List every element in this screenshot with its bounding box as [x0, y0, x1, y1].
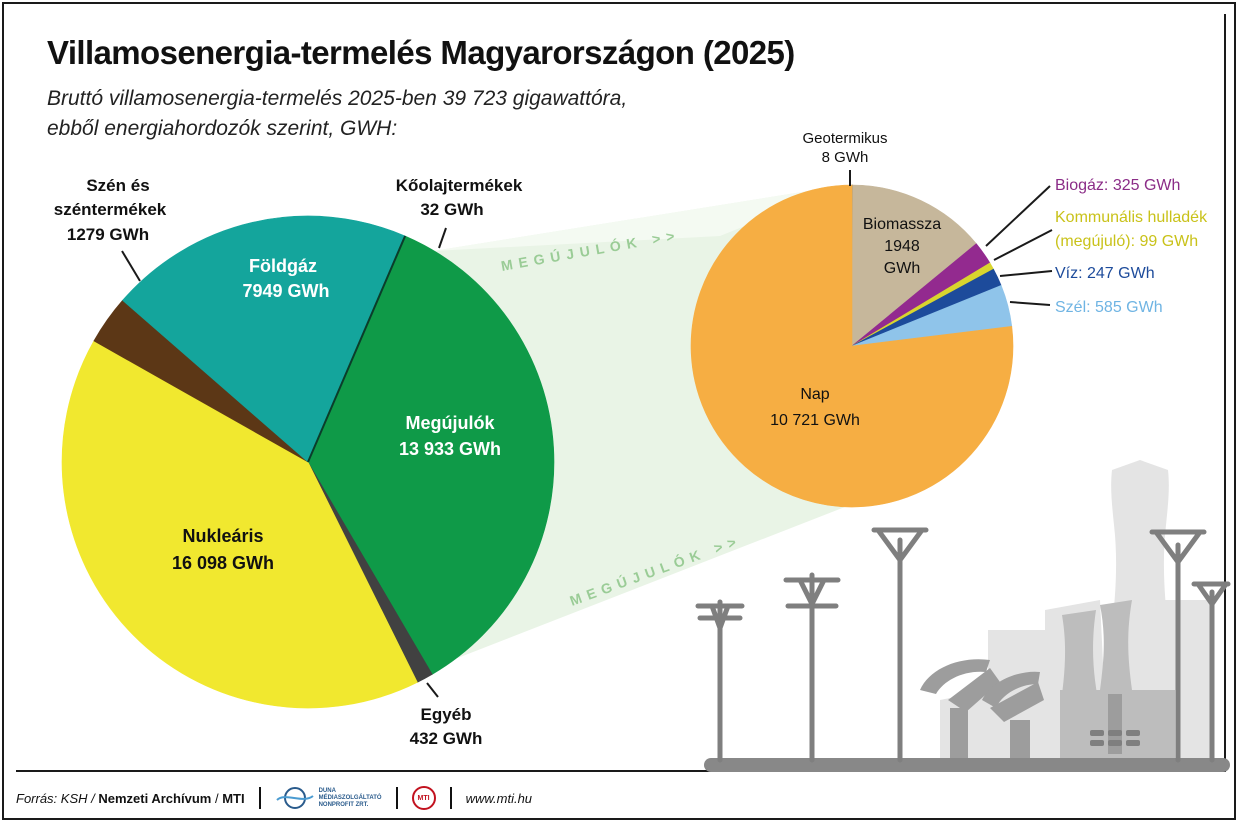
footer-mti: MTI — [222, 790, 245, 806]
page-subtitle: Bruttó villamosenergia-termelés 2025-ben… — [47, 84, 667, 144]
mti-logo-text: MTI — [417, 794, 430, 802]
label-egyeb-name: Egyéb — [420, 705, 471, 724]
leader-line-viz — [999, 270, 1053, 277]
label-geo-name: Geotermikus — [802, 130, 887, 147]
label-koolaj-value: 32 GWh — [420, 200, 483, 219]
label-nuklearis-name: Nukleáris — [182, 526, 263, 546]
footer-url[interactable]: www.mti.hu — [465, 790, 533, 806]
label-szen-line1: Szén és — [86, 176, 149, 195]
leader-line-koolaj — [438, 227, 447, 249]
footer-slash: / — [214, 790, 219, 806]
footer-divider — [395, 787, 398, 809]
label-egyeb-value: 432 GWh — [410, 729, 483, 748]
mti-logo: MTI — [411, 786, 436, 810]
detail-pie — [690, 184, 1014, 508]
label-megujulok-name: Megújulók — [406, 413, 496, 433]
duna-logo-text-2: MÉDIASZOLGÁLTATÓ — [318, 794, 382, 801]
main-pie — [61, 215, 555, 709]
main-pie-slice-megujulok — [307, 235, 555, 675]
label-foldgaz-name: Földgáz — [249, 256, 317, 276]
footer: Forrás: KSH / Nemzeti Archívum / MTI DUN… — [16, 783, 1216, 813]
duna-logo-icon — [275, 787, 314, 809]
label-bio-name: Biomassza — [863, 216, 941, 233]
main-pie-divider-koolaj — [307, 235, 407, 463]
label-nap-name: Nap — [800, 386, 829, 403]
label-megujulok-value: 13 933 GWh — [399, 439, 501, 459]
label-biogaz: Biogáz: 325 GWh — [1055, 177, 1180, 194]
page-title: Villamosenergia-termelés Magyarországon … — [47, 34, 795, 71]
label-koolaj-name: Kőolajtermékek — [396, 176, 523, 195]
footer-divider — [449, 787, 452, 809]
label-szel: Szél: 585 GWh — [1055, 299, 1163, 316]
detail-pie-slice-nap — [690, 184, 1014, 508]
duna-logo-text-3: NONPROFIT ZRT. — [318, 801, 369, 808]
label-nuklearis-value: 16 098 GWh — [172, 553, 274, 573]
label-komm-line2: (megújuló): 99 GWh — [1055, 233, 1198, 250]
leader-line-komm — [993, 229, 1053, 261]
infographic-inner-border — [16, 14, 1226, 772]
leader-line-egyeb — [426, 682, 439, 698]
footer-divider — [258, 787, 261, 809]
label-nap-value: 10 721 GWh — [770, 412, 860, 429]
power-plant-illustration — [695, 460, 1231, 772]
detail-pie-slice-biomassza — [851, 184, 977, 347]
subtitle-line-1: Bruttó villamosenergia-termelés 2025-ben… — [47, 87, 628, 110]
label-bio-value2: GWh — [884, 260, 920, 277]
leader-line-biogaz — [985, 185, 1051, 247]
label-bio-value1: 1948 — [884, 238, 920, 255]
main-pie-slice-nuklearis — [61, 340, 418, 709]
footer-archive: Nemzeti Archívum — [98, 790, 212, 806]
leader-line-szen — [121, 250, 141, 282]
footer-source: Forrás: KSH / — [16, 790, 95, 806]
leader-line-szel — [1009, 301, 1051, 306]
label-komm-line1: Kommunális hulladék — [1055, 209, 1208, 226]
label-foldgaz-value: 7949 GWh — [242, 281, 329, 301]
duna-logo-text-1: DUNA — [318, 787, 336, 794]
subtitle-line-2: ebből energiahordozók szerint, GWH: — [47, 117, 398, 140]
label-geo-value: 8 GWh — [822, 149, 869, 166]
label-viz: Víz: 247 GWh — [1055, 265, 1155, 282]
duna-logo: DUNA MÉDIASZOLGÁLTATÓ NONPROFIT ZRT. — [275, 786, 382, 810]
label-szen-line2: széntermékek — [54, 200, 167, 219]
label-szen-value: 1279 GWh — [67, 225, 149, 244]
